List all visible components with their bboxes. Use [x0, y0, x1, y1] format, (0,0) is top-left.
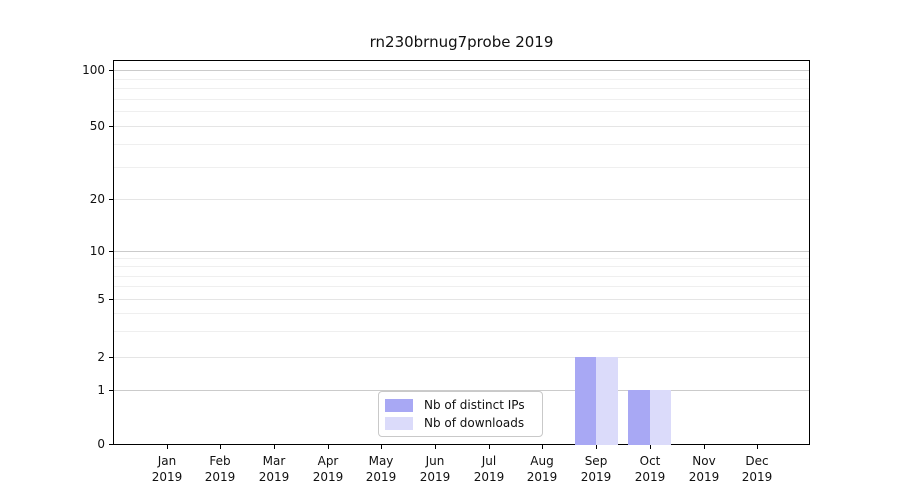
legend-label: Nb of distinct IPs: [424, 398, 525, 412]
y-tick-label: 0: [97, 437, 105, 451]
y-tick-mark: [109, 70, 113, 71]
y-tick-mark: [109, 444, 113, 445]
gridline-minor: [114, 266, 809, 267]
bar-oct-series0: [628, 390, 650, 445]
plot-area: [113, 60, 810, 445]
gridline-labeled: [114, 126, 809, 127]
y-tick-mark: [109, 357, 113, 358]
gridline-major: [114, 70, 809, 71]
gridline-minor: [114, 99, 809, 100]
x-tick-label-mar: Mar 2019: [258, 454, 290, 484]
bar-sep-series1: [596, 357, 618, 445]
y-tick-label: 2: [97, 350, 105, 364]
x-tick-label-dec: Dec 2019: [741, 454, 773, 484]
gridline-minor: [114, 313, 809, 314]
legend-swatch-distinct-ips: [385, 398, 413, 412]
legend-item-distinct-ips: Nb of distinct IPs: [385, 398, 542, 412]
x-tick-mark: [274, 445, 275, 449]
gridline-minor: [114, 88, 809, 89]
gridline-major: [114, 390, 809, 391]
x-tick-mark: [167, 445, 168, 449]
gridline-major: [114, 251, 809, 252]
bar-sep-series0: [574, 357, 597, 445]
y-tick-mark: [109, 251, 113, 252]
y-tick-mark: [109, 390, 113, 391]
x-tick-mark: [489, 445, 490, 449]
x-tick-label-jun: Jun 2019: [419, 454, 451, 484]
gridline-minor: [114, 258, 809, 259]
x-tick-mark: [704, 445, 705, 449]
y-tick-label: 20: [89, 192, 105, 206]
x-tick-mark: [757, 445, 758, 449]
y-tick-label: 50: [89, 119, 105, 133]
x-tick-label-oct: Oct 2019: [634, 454, 666, 484]
x-tick-label-jan: Jan 2019: [151, 454, 183, 484]
x-tick-label-jul: Jul 2019: [473, 454, 505, 484]
x-tick-mark: [435, 445, 436, 449]
x-tick-mark: [220, 445, 221, 449]
x-tick-mark: [328, 445, 329, 449]
y-tick-label: 1: [97, 383, 105, 397]
x-tick-label-may: May 2019: [365, 454, 397, 484]
gridline-labeled: [114, 357, 809, 358]
gridline-minor: [114, 79, 809, 80]
x-tick-mark: [650, 445, 651, 449]
gridline-minor: [114, 331, 809, 332]
x-tick-mark: [381, 445, 382, 449]
x-tick-label-aug: Aug 2019: [526, 454, 558, 484]
gridline-labeled: [114, 299, 809, 300]
bar-oct-series1: [649, 390, 672, 445]
y-tick-mark: [109, 299, 113, 300]
legend: Nb of distinct IPs Nb of downloads: [378, 391, 543, 437]
gridline-minor: [114, 111, 809, 112]
legend-label: Nb of downloads: [424, 416, 525, 430]
y-tick-mark: [109, 126, 113, 127]
gridline-minor: [114, 276, 809, 277]
y-tick-mark: [109, 199, 113, 200]
x-tick-label-apr: Apr 2019: [312, 454, 344, 484]
x-tick-label-sep: Sep 2019: [580, 454, 612, 484]
y-tick-label: 100: [82, 63, 105, 77]
legend-item-downloads: Nb of downloads: [385, 416, 542, 430]
x-tick-label-nov: Nov 2019: [688, 454, 720, 484]
legend-swatch-downloads: [385, 416, 413, 430]
y-tick-label: 10: [89, 244, 105, 258]
gridline-minor: [114, 286, 809, 287]
y-tick-label: 5: [97, 292, 105, 306]
gridline-labeled: [114, 199, 809, 200]
x-tick-label-feb: Feb 2019: [204, 454, 236, 484]
gridline-minor: [114, 167, 809, 168]
x-tick-mark: [596, 445, 597, 449]
chart-title: rn230brnug7probe 2019: [369, 33, 554, 51]
x-tick-mark: [542, 445, 543, 449]
gridline-minor: [114, 144, 809, 145]
